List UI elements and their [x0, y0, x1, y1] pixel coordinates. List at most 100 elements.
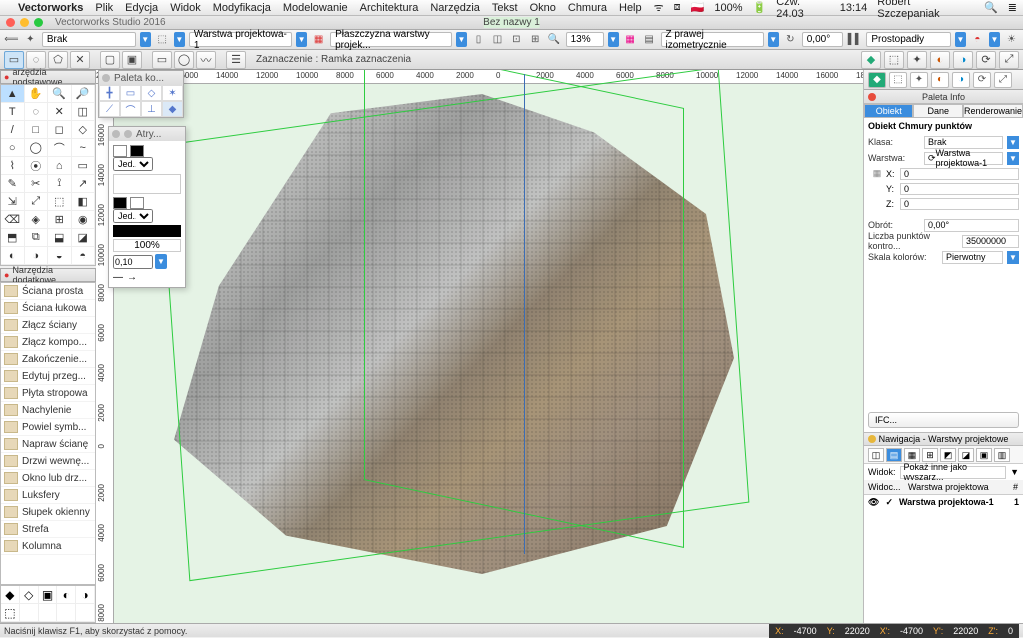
- mode-cross[interactable]: ✕: [70, 51, 90, 69]
- mode-lasso[interactable]: ◌: [26, 51, 46, 69]
- pen-swatch[interactable]: [113, 197, 127, 209]
- basic-tool-21[interactable]: ✂: [25, 175, 49, 193]
- anchor-icon[interactable]: ▦: [868, 168, 886, 179]
- spotlight-icon[interactable]: 🔍: [984, 1, 998, 14]
- basic-tool-13[interactable]: ◯: [25, 139, 49, 157]
- basic-tool-24[interactable]: ⇲: [1, 193, 25, 211]
- render-mode-icon[interactable]: ◓: [970, 32, 985, 48]
- menu-help[interactable]: Help: [619, 2, 642, 14]
- basic-tool-0[interactable]: ▲: [1, 85, 25, 103]
- extra-icon-2[interactable]: ▣: [39, 586, 58, 604]
- nav-ic-1[interactable]: ◫: [868, 448, 884, 462]
- extra-tool-13[interactable]: Słupek okienny: [1, 504, 95, 521]
- render-mode-dropdown[interactable]: ▼: [989, 32, 1000, 47]
- basic-tool-39[interactable]: ◓: [72, 247, 96, 265]
- rtab-5[interactable]: ◑: [952, 72, 970, 88]
- basic-tool-15[interactable]: ~: [72, 139, 96, 157]
- basic-tool-9[interactable]: □: [25, 121, 49, 139]
- basic-tool-3[interactable]: 🔎: [72, 85, 96, 103]
- menu-modelowanie[interactable]: Modelowanie: [283, 2, 348, 14]
- nav-col-num[interactable]: #: [1009, 480, 1023, 494]
- zoom-field[interactable]: 13%: [566, 32, 604, 47]
- mode-rect[interactable]: ▭: [152, 51, 172, 69]
- basic-tool-14[interactable]: ⌒: [48, 139, 72, 157]
- nav-view-dd[interactable]: ▼: [1010, 467, 1019, 477]
- menu-plik[interactable]: Plik: [95, 2, 113, 14]
- basic-tool-25[interactable]: ⤢: [25, 193, 49, 211]
- menubar-user[interactable]: Robert Szczepaniak: [877, 0, 974, 20]
- right-tool-1[interactable]: ◆: [861, 51, 881, 69]
- basic-tools-title[interactable]: ●arzędzia podstawowe: [0, 70, 96, 84]
- extra-tool-0[interactable]: Ściana prosta: [1, 283, 95, 300]
- mode-opt1[interactable]: ▢: [100, 51, 120, 69]
- basic-tool-4[interactable]: T: [1, 103, 25, 121]
- basic-tool-34[interactable]: ⬓: [48, 229, 72, 247]
- mode-ellipse[interactable]: ◯: [174, 51, 194, 69]
- extra-icon-3[interactable]: ◐: [57, 586, 76, 604]
- fill-swatch[interactable]: [113, 145, 127, 157]
- menu-edycja[interactable]: Edycja: [125, 2, 158, 14]
- basic-tool-6[interactable]: ✕: [48, 103, 72, 121]
- basic-tool-2[interactable]: 🔍: [48, 85, 72, 103]
- projection-dropdown-arrow[interactable]: ▼: [955, 32, 966, 47]
- basic-tool-7[interactable]: ◫: [72, 103, 96, 121]
- basic-tool-12[interactable]: ○: [1, 139, 25, 157]
- ifc-button[interactable]: IFC...: [868, 412, 1019, 428]
- basic-tool-36[interactable]: ◐: [1, 247, 25, 265]
- basic-tool-18[interactable]: ⌂: [48, 157, 72, 175]
- extra-icon-8[interactable]: [57, 604, 76, 622]
- angle-field[interactable]: 0,00°: [802, 32, 844, 47]
- window-zoom[interactable]: [34, 18, 43, 27]
- pen-swatch2[interactable]: [130, 197, 144, 209]
- nav-row[interactable]: 👁✓Warstwa projektowa-11: [864, 495, 1023, 510]
- wifi-icon[interactable]: ᯤ: [654, 0, 664, 15]
- nav-col-vis[interactable]: Widoc...: [864, 480, 904, 494]
- extra-tool-7[interactable]: Nachylenie: [1, 402, 95, 419]
- snap-8[interactable]: ◆: [162, 101, 183, 117]
- grid2-icon[interactable]: ▤: [642, 32, 657, 48]
- extra-icon-7[interactable]: [39, 604, 58, 622]
- fill-type[interactable]: Jed...: [113, 157, 153, 171]
- sun-icon[interactable]: ☀: [1004, 32, 1019, 48]
- menubar-time[interactable]: 13:14: [840, 2, 868, 14]
- nav-ic-5[interactable]: ◩: [940, 448, 956, 462]
- page-icon[interactable]: ▯: [471, 32, 486, 48]
- dropbox-icon[interactable]: ⧈: [674, 1, 681, 14]
- plane-dropdown[interactable]: Płaszczyzna warstwy projek...: [330, 32, 452, 47]
- info-tab-obiekt[interactable]: Obiekt: [864, 104, 913, 118]
- basic-tool-22[interactable]: ⟟: [48, 175, 72, 193]
- fill-preview[interactable]: [113, 174, 181, 194]
- xyz-icon[interactable]: ✦: [23, 32, 38, 48]
- nav-col-layer[interactable]: Warstwa projektowa: [904, 480, 1009, 494]
- extra-icon-9[interactable]: [76, 604, 95, 622]
- y-field[interactable]: 0: [900, 183, 1019, 195]
- scale-field[interactable]: Pierwotny: [942, 251, 1003, 264]
- klass-dd[interactable]: ▼: [1007, 136, 1019, 149]
- pen-type[interactable]: Jed...: [113, 209, 153, 223]
- view-dropdown-arrow[interactable]: ▼: [768, 32, 779, 47]
- menu-okno[interactable]: Okno: [530, 2, 556, 14]
- fit-icon[interactable]: ⊡: [509, 32, 524, 48]
- snap-7[interactable]: ⊥: [141, 101, 162, 117]
- visibility-icon[interactable]: 👁: [868, 497, 879, 508]
- right-tool-5[interactable]: ◑: [953, 51, 973, 69]
- nav-ic-4[interactable]: ⊞: [922, 448, 938, 462]
- x-field[interactable]: 0: [900, 168, 1019, 180]
- mode-prefs[interactable]: ☰: [226, 51, 246, 69]
- extra-tool-14[interactable]: Strefa: [1, 521, 95, 538]
- right-tool-2[interactable]: ⬚: [884, 51, 904, 69]
- nav-ic-7[interactable]: ▣: [976, 448, 992, 462]
- extra-tool-10[interactable]: Drzwi wewnę...: [1, 453, 95, 470]
- menu-tekst[interactable]: Tekst: [492, 2, 518, 14]
- arrow-end[interactable]: →: [127, 272, 137, 283]
- snap-2[interactable]: ▭: [120, 85, 141, 101]
- rtab-6[interactable]: ⟳: [973, 72, 991, 88]
- arrow-start[interactable]: —: [113, 272, 123, 283]
- extra-tool-2[interactable]: Złącz ściany: [1, 317, 95, 334]
- class-dropdown-arrow[interactable]: ▼: [140, 32, 151, 47]
- thickness-field[interactable]: [113, 255, 153, 269]
- basic-tool-20[interactable]: ✎: [1, 175, 25, 193]
- nav-panel-header[interactable]: Nawigacja - Warstwy projektowe: [864, 432, 1023, 446]
- window-minimize[interactable]: [20, 18, 29, 27]
- snap-6[interactable]: ⌒: [120, 101, 141, 117]
